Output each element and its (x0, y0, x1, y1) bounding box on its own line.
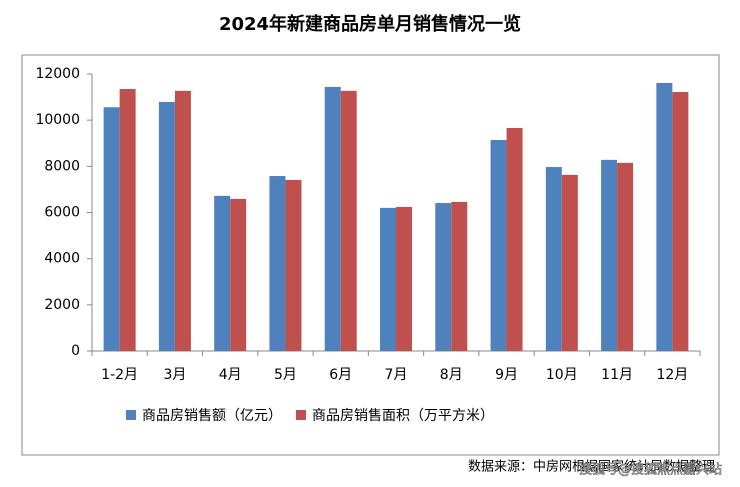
x-tick-label: 4月 (219, 367, 242, 383)
bar (435, 203, 452, 351)
bar (158, 101, 175, 351)
bar (451, 201, 468, 351)
bar (506, 128, 523, 351)
x-tick-label: 6月 (329, 367, 352, 383)
bar (672, 92, 689, 351)
legend-label: 商品房销售面积（万平方米） (312, 408, 494, 424)
bar (490, 140, 507, 351)
legend-swatch (296, 410, 306, 420)
y-tick-label: 4000 (44, 251, 80, 267)
x-tick-label: 1-2月 (101, 367, 138, 383)
x-tick-label: 8月 (440, 367, 463, 383)
legend-swatch (126, 410, 136, 420)
y-tick-label: 2000 (44, 297, 80, 313)
bar (601, 159, 618, 351)
bar (174, 90, 191, 351)
x-tick-label: 9月 (495, 367, 518, 383)
chart-frame (21, 54, 720, 456)
chart-title: 2024年新建商品房单月销售情况一览 (219, 13, 521, 35)
y-tick-label: 10000 (35, 112, 80, 128)
watermark: 搜狐号@搜狐焦点嘉兴站 (579, 463, 722, 478)
y-tick-label: 0 (71, 343, 80, 359)
bar (340, 90, 357, 351)
bar (617, 162, 634, 351)
y-tick-label: 8000 (44, 158, 80, 174)
x-tick-label: 7月 (385, 367, 408, 383)
source-note: 数据来源：中房网根据国家统计局数据整理 (468, 459, 715, 475)
bar (230, 198, 247, 351)
bar (545, 167, 562, 351)
x-tick-label: 3月 (163, 367, 186, 383)
bar (396, 206, 412, 351)
y-tick-label: 6000 (44, 205, 80, 221)
bar (656, 83, 673, 351)
bar (103, 107, 120, 352)
bar (119, 89, 136, 352)
legend-label: 商品房销售额（亿元） (142, 408, 282, 424)
bar (214, 195, 231, 351)
bar (380, 207, 396, 351)
x-tick-label: 12月 (656, 367, 688, 383)
bar (561, 174, 578, 351)
bar (324, 86, 341, 351)
x-tick-label: 10月 (546, 367, 578, 383)
y-tick-label: 12000 (35, 66, 80, 82)
bar (269, 176, 286, 351)
bar (285, 179, 302, 351)
x-tick-label: 11月 (601, 367, 633, 383)
x-tick-label: 5月 (274, 367, 297, 383)
